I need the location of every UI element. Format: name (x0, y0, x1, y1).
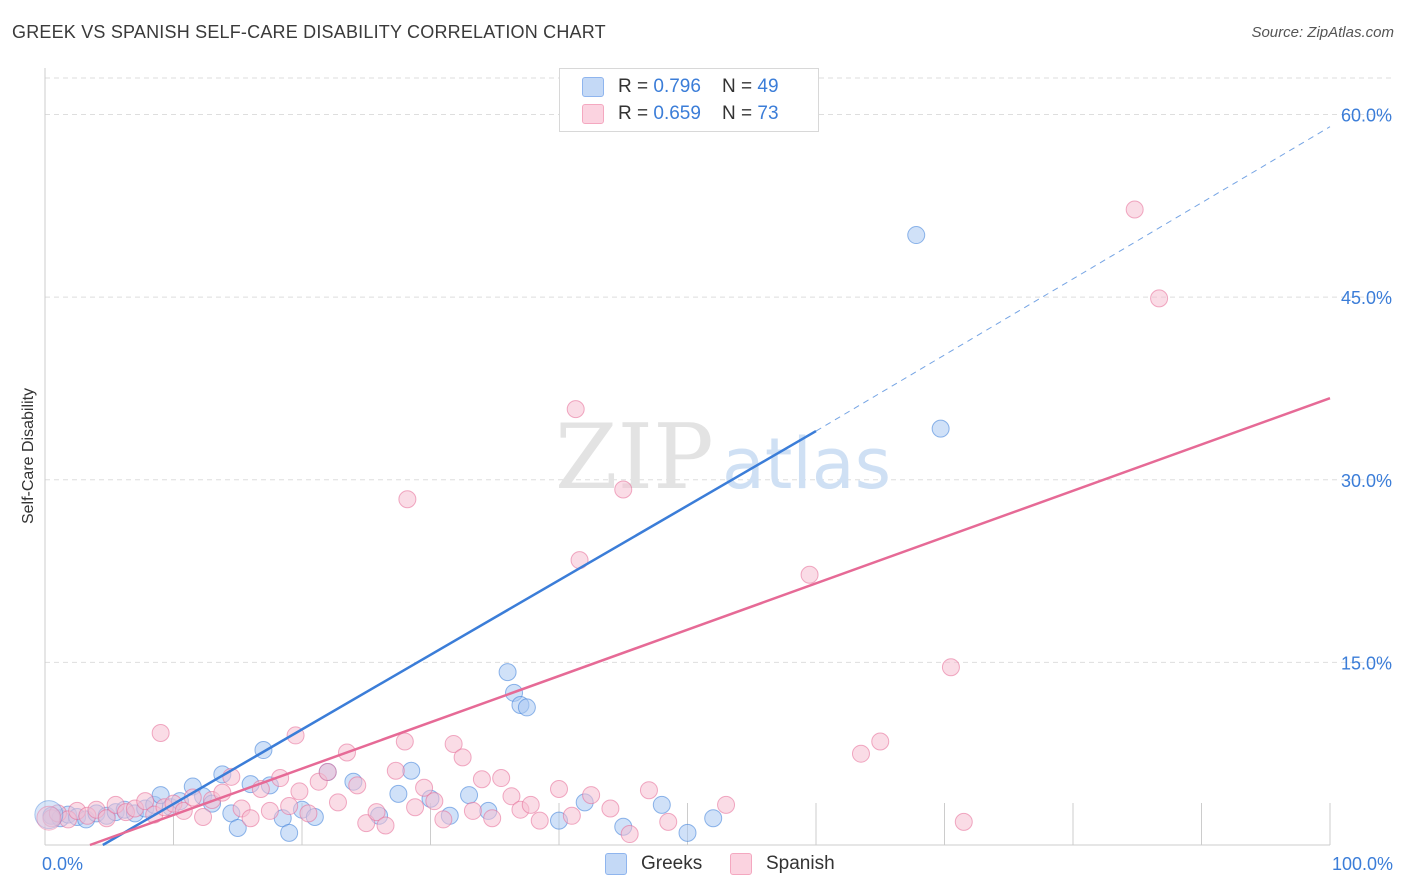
spanish-trend-line (89, 397, 1331, 847)
y-tick-label: 45.0% (1341, 288, 1392, 308)
spanish-point (1125, 200, 1144, 219)
spanish-point (376, 816, 395, 835)
legend-r-value-greeks: 0.796 (653, 76, 701, 97)
greek-point (498, 663, 517, 682)
spanish-point (395, 732, 414, 751)
spanish-point (290, 782, 309, 801)
spanish-point (425, 792, 444, 811)
x-tick-label-max: 100.0% (1332, 854, 1393, 874)
spanish-point (97, 809, 116, 828)
bottom-legend-label-greeks: Greeks (641, 853, 703, 874)
greek-point (704, 809, 723, 828)
greek-point (280, 823, 299, 842)
greek-point (931, 419, 950, 438)
data-points (34, 200, 1169, 844)
spanish-point (463, 801, 482, 820)
spanish-point (280, 797, 299, 816)
legend-swatch-spanish (582, 104, 604, 124)
stats-legend: R = 0.796 N = 49 R = 0.659 N = 73 (559, 68, 819, 132)
spanish-point (36, 805, 62, 831)
spanish-point (398, 490, 417, 509)
legend-n-label: N = (722, 76, 758, 97)
spanish-point (550, 779, 568, 798)
y-tick-label: 60.0% (1341, 106, 1392, 126)
spanish-point (453, 748, 472, 767)
spanish-point (194, 807, 213, 826)
legend-n-value-spanish: 73 (757, 103, 779, 124)
spanish-point (851, 744, 870, 763)
spanish-point (620, 825, 639, 844)
spanish-point (444, 734, 463, 753)
watermark: ZIP atlas (555, 405, 891, 510)
bottom-legend-greeks: Greeks (605, 851, 702, 877)
y-tick-label: 30.0% (1341, 471, 1392, 491)
source-label: Source: ZipAtlas.com (1251, 24, 1394, 41)
legend-row-spanish: R = 0.659 N = 73 (582, 102, 779, 126)
greek-point (34, 800, 64, 830)
bottom-legend-swatch-spanish (730, 853, 752, 875)
spanish-point (502, 787, 521, 806)
spanish-point (1150, 289, 1169, 308)
spanish-point (357, 814, 376, 833)
legend-row-greeks: R = 0.796 N = 49 (582, 75, 779, 99)
spanish-point (434, 810, 453, 829)
greek-point (389, 784, 408, 803)
greek-trend-line (102, 429, 817, 847)
watermark-zip: ZIP (555, 405, 714, 510)
legend-n-value-greeks: 49 (757, 76, 779, 97)
spanish-point (328, 793, 347, 812)
bottom-legend-swatch-greeks (605, 853, 627, 875)
greek-point (402, 761, 421, 780)
spanish-point (717, 795, 736, 814)
spanish-point (367, 803, 386, 822)
spanish-point (566, 400, 585, 419)
legend-swatch-greeks (582, 77, 604, 97)
legend-r-label: R = (618, 76, 654, 97)
spanish-point (415, 778, 434, 797)
spanish-point (136, 792, 155, 811)
greek-point (652, 795, 671, 814)
greek-point (517, 698, 536, 717)
chart-title: GREEK VS SPANISH SELF-CARE DISABILITY CO… (12, 22, 606, 42)
spanish-point (406, 798, 425, 817)
spanish-point (260, 801, 279, 820)
spanish-point (386, 761, 405, 780)
spanish-point (472, 770, 491, 789)
spanish-point (492, 769, 511, 788)
legend-n-label: N = (722, 103, 758, 124)
spanish-point (483, 809, 502, 828)
bottom-legend-label-spanish: Spanish (766, 853, 835, 874)
spanish-point (614, 480, 633, 499)
legend-r-label: R = (618, 103, 654, 124)
spanish-point (639, 781, 658, 800)
spanish-point (582, 786, 601, 805)
spanish-point (318, 762, 337, 781)
spanish-point (800, 565, 819, 584)
greek-point (228, 818, 247, 837)
spanish-point (601, 799, 620, 818)
spanish-point (954, 812, 973, 831)
spanish-point (530, 811, 549, 830)
greek-point (907, 226, 926, 245)
spanish-point (348, 776, 367, 795)
bottom-legend-spanish: Spanish (730, 851, 835, 877)
greek-trend-extension (815, 126, 1331, 432)
x-tick-label-min: 0.0% (42, 854, 83, 874)
spanish-point (241, 809, 260, 828)
greek-point (678, 823, 697, 842)
legend-r-value-spanish: 0.659 (653, 103, 701, 124)
grid-lines (45, 77, 1392, 663)
spanish-point (151, 723, 170, 742)
trend-lines (89, 126, 1331, 847)
spanish-point (659, 812, 678, 831)
spanish-point (871, 732, 890, 751)
tick-labels: 15.0% 30.0% 45.0% 60.0% 0.0% 100.0% (42, 106, 1393, 874)
y-tick-label: 15.0% (1341, 653, 1392, 673)
spanish-point (941, 658, 960, 677)
spanish-point (521, 795, 540, 814)
spanish-point (299, 804, 318, 823)
spanish-point (562, 806, 581, 825)
greek-point (460, 786, 479, 805)
